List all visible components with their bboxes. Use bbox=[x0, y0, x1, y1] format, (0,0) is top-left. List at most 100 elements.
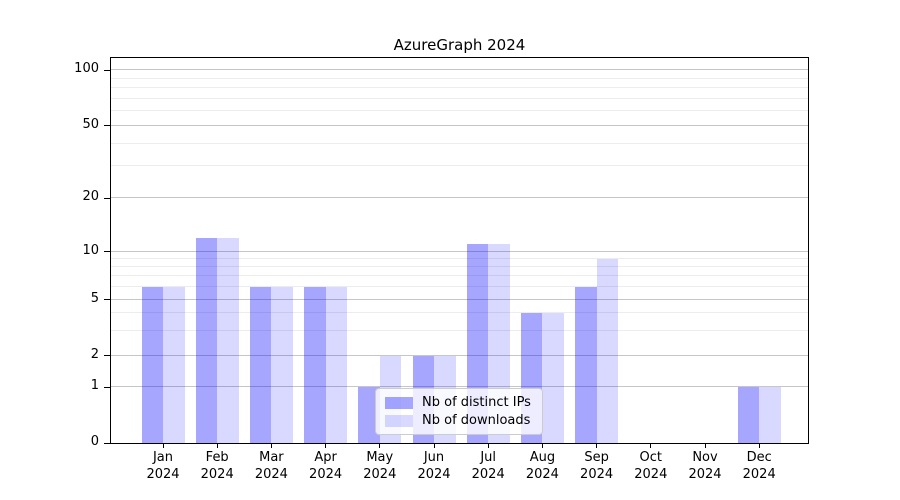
y-gridline-minor bbox=[111, 77, 808, 79]
bar-downloads bbox=[325, 287, 348, 443]
y-gridline-minor bbox=[111, 275, 808, 277]
x-tick-month: Mar bbox=[259, 450, 284, 465]
x-tick-label: Jan 2024 bbox=[131, 449, 195, 483]
x-tick-year: 2024 bbox=[363, 467, 397, 482]
y-gridline-minor bbox=[111, 286, 808, 288]
bar-distinct-ips bbox=[575, 287, 597, 443]
x-tick-month: Jan bbox=[152, 450, 174, 465]
y-tick-mark bbox=[104, 69, 110, 71]
y-tick-label: 50 bbox=[82, 116, 99, 132]
bar-distinct-ips bbox=[737, 387, 760, 443]
x-tick-mark bbox=[162, 444, 164, 448]
x-tick-mark bbox=[487, 444, 489, 448]
y-gridline-minor bbox=[111, 257, 808, 259]
x-tick-year: 2024 bbox=[254, 467, 288, 482]
x-tick-mark bbox=[325, 444, 327, 448]
chart-title: AzureGraph 2024 bbox=[393, 36, 526, 54]
bar-distinct-ips bbox=[195, 237, 218, 443]
y-gridline-minor bbox=[111, 87, 808, 89]
y-gridline-major bbox=[111, 298, 808, 300]
x-tick-year: 2024 bbox=[742, 467, 776, 482]
x-tick-year: 2024 bbox=[309, 467, 343, 482]
x-tick-month: Nov bbox=[692, 450, 718, 465]
x-tick-mark bbox=[650, 444, 652, 448]
bar-downloads bbox=[271, 287, 293, 443]
y-gridline-minor bbox=[111, 97, 808, 99]
bar-downloads bbox=[759, 387, 781, 443]
legend-item-downloads: Nb of downloads bbox=[385, 413, 533, 428]
bar-distinct-ips bbox=[358, 387, 380, 443]
bar-downloads bbox=[217, 237, 239, 443]
legend-label-distinct-ips: Nb of distinct IPs bbox=[422, 395, 531, 410]
y-gridline-minor bbox=[111, 110, 808, 112]
x-tick-label: Feb 2024 bbox=[185, 449, 249, 483]
y-tick-mark bbox=[104, 125, 110, 127]
x-tick-month: Aug bbox=[529, 450, 556, 465]
y-gridline-major bbox=[111, 250, 808, 252]
y-gridline-minor bbox=[111, 165, 808, 167]
x-tick-label: May 2024 bbox=[348, 449, 412, 483]
y-tick-mark bbox=[104, 442, 110, 444]
legend-label-downloads: Nb of downloads bbox=[422, 413, 531, 428]
x-tick-month: May bbox=[366, 450, 394, 465]
x-tick-year: 2024 bbox=[580, 467, 614, 482]
x-tick-mark bbox=[758, 444, 760, 448]
bar-distinct-ips bbox=[304, 287, 326, 443]
bar-downloads bbox=[596, 258, 619, 443]
x-tick-mark bbox=[270, 444, 272, 448]
x-tick-mark bbox=[704, 444, 706, 448]
y-gridline-major bbox=[111, 354, 808, 356]
x-tick-month: Jun bbox=[423, 450, 445, 465]
legend: Nb of distinct IPs Nb of downloads bbox=[375, 388, 543, 435]
x-tick-mark bbox=[596, 444, 598, 448]
y-tick-mark bbox=[104, 299, 110, 301]
bar-distinct-ips bbox=[249, 287, 272, 443]
y-gridline-minor bbox=[111, 266, 808, 268]
y-tick-label: 2 bbox=[90, 346, 99, 362]
x-tick-label: Jul 2024 bbox=[456, 449, 520, 483]
y-gridline-major bbox=[111, 124, 808, 126]
plot-area: Nb of distinct IPs Nb of downloads bbox=[110, 57, 809, 444]
x-tick-month: Apr bbox=[314, 450, 337, 465]
bar-distinct-ips bbox=[141, 287, 163, 443]
x-tick-label: Apr 2024 bbox=[294, 449, 358, 483]
x-tick-year: 2024 bbox=[417, 467, 451, 482]
y-gridline-minor bbox=[111, 312, 808, 314]
y-tick-label: 10 bbox=[82, 242, 99, 258]
x-tick-month: Oct bbox=[639, 450, 663, 465]
y-tick-mark bbox=[104, 355, 110, 357]
x-tick-mark bbox=[433, 444, 435, 448]
y-tick-label: 1 bbox=[90, 378, 99, 394]
legend-swatch-distinct-ips bbox=[385, 396, 413, 409]
y-tick-mark bbox=[104, 251, 110, 253]
x-tick-month: Feb bbox=[205, 450, 229, 465]
x-tick-mark bbox=[379, 444, 381, 448]
y-tick-label: 5 bbox=[90, 290, 99, 306]
x-tick-label: Jun 2024 bbox=[402, 449, 466, 483]
y-gridline-minor bbox=[111, 330, 808, 332]
x-tick-month: Dec bbox=[746, 450, 772, 465]
x-tick-month: Sep bbox=[584, 450, 609, 465]
x-tick-mark bbox=[541, 444, 543, 448]
x-tick-label: Sep 2024 bbox=[565, 449, 629, 483]
x-tick-label: Oct 2024 bbox=[619, 449, 683, 483]
y-gridline-minor bbox=[111, 142, 808, 144]
x-tick-label: Dec 2024 bbox=[727, 449, 791, 483]
y-gridline-major bbox=[111, 69, 808, 71]
x-tick-month: Jul bbox=[480, 450, 497, 465]
y-tick-label: 20 bbox=[82, 189, 99, 205]
y-gridline-major bbox=[111, 197, 808, 199]
x-tick-year: 2024 bbox=[200, 467, 234, 482]
y-tick-mark bbox=[104, 386, 110, 388]
bar-downloads bbox=[163, 287, 185, 443]
x-tick-mark bbox=[216, 444, 218, 448]
x-tick-label: Aug 2024 bbox=[510, 449, 574, 483]
x-tick-year: 2024 bbox=[525, 467, 559, 482]
y-gridline-major bbox=[111, 386, 808, 388]
y-tick-label: 100 bbox=[74, 61, 99, 76]
x-tick-year: 2024 bbox=[634, 467, 668, 482]
legend-swatch-downloads bbox=[385, 414, 413, 427]
x-tick-label: Nov 2024 bbox=[673, 449, 737, 483]
x-tick-year: 2024 bbox=[688, 467, 722, 482]
